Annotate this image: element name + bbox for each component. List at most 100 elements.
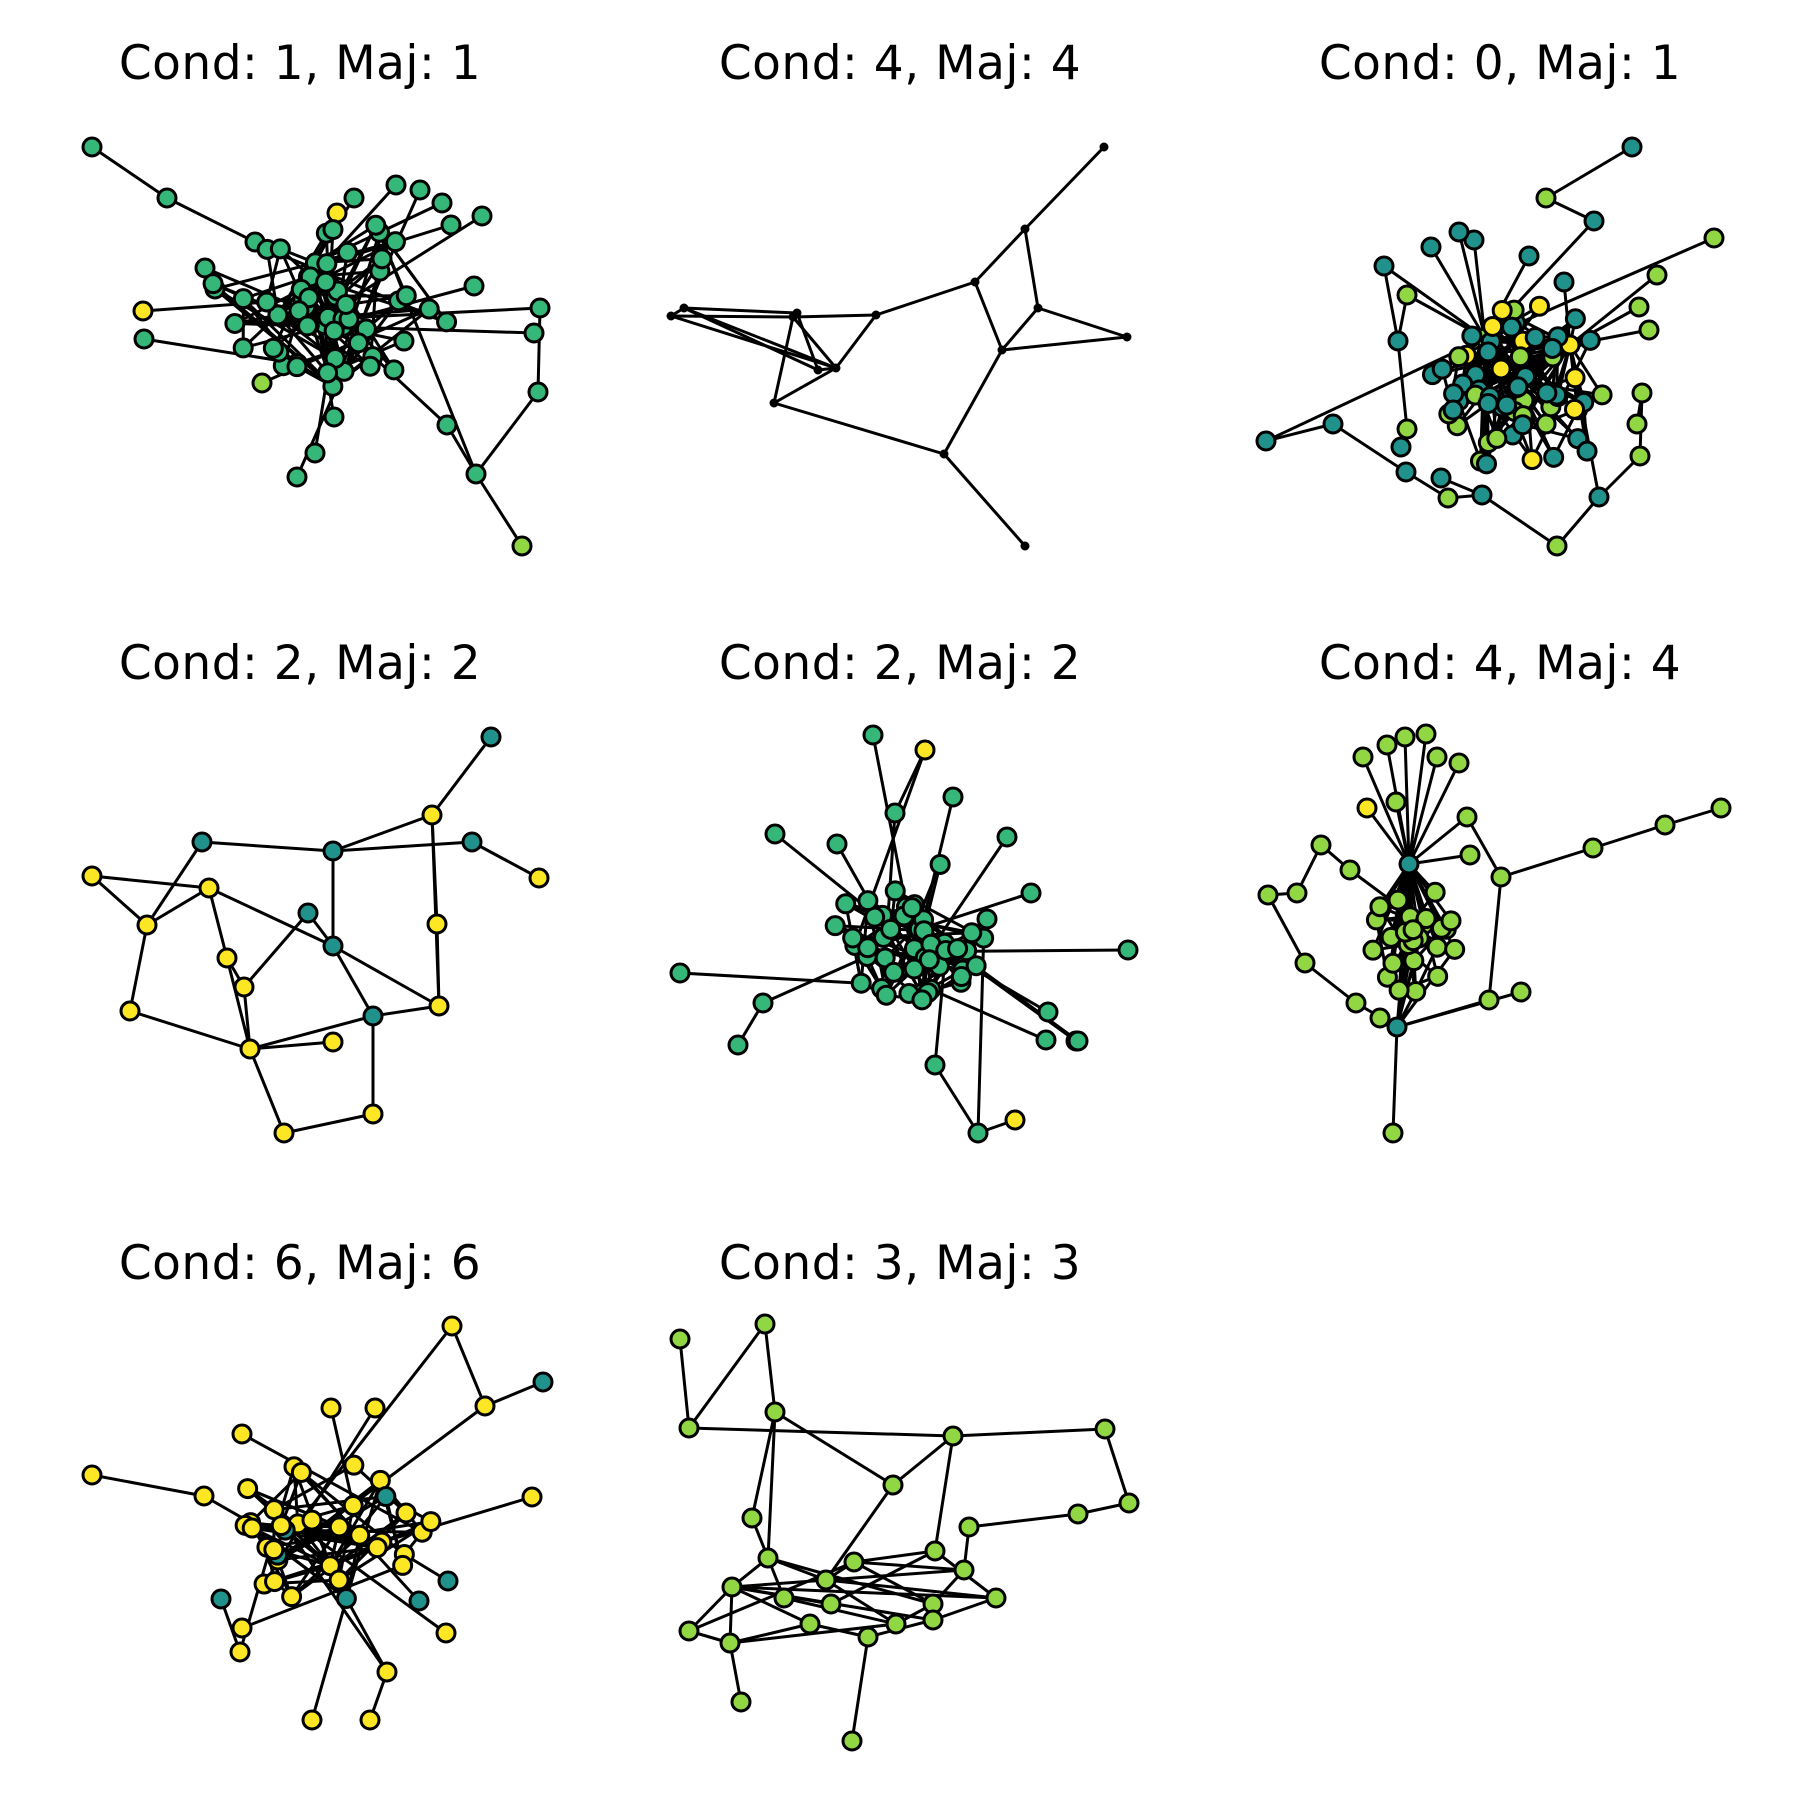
graph-node-yellow <box>392 1554 414 1576</box>
graph-node-yellow <box>1482 315 1504 337</box>
panel-title: Cond: 2, Maj: 2 <box>118 636 482 691</box>
graph-node-teal <box>1507 376 1529 398</box>
edge-layer <box>669 145 1129 548</box>
graph-edge <box>973 227 1027 284</box>
graph-node-green <box>81 136 103 158</box>
graph-edge <box>763 1322 777 1414</box>
graph-edge <box>1407 732 1428 866</box>
graph-node-lime <box>730 1691 752 1713</box>
graph-edge <box>730 1585 812 1626</box>
graph-node-lime <box>1310 834 1332 856</box>
graph-node-lime <box>1486 427 1508 449</box>
graph-edge <box>248 1040 335 1051</box>
graph-edge <box>450 1324 487 1408</box>
network-graph <box>1257 723 1732 1144</box>
graph-edge <box>929 987 1048 1042</box>
graph-node-yellow <box>320 1397 342 1419</box>
graph-node-yellow <box>136 914 158 936</box>
graph-node-teal <box>1477 341 1499 363</box>
graph-edge <box>1544 145 1634 200</box>
graph-node-yellow <box>1004 1109 1026 1131</box>
graph-node-yellow <box>231 1423 253 1445</box>
graph-node-teal <box>322 840 344 862</box>
graph-node-yellow <box>328 1516 350 1538</box>
graph-node-lime <box>1440 910 1462 932</box>
graph-edge <box>730 1568 966 1589</box>
graph-node-point <box>769 398 779 408</box>
graph-node-lime <box>1388 979 1410 1001</box>
graph-edge <box>1465 815 1503 879</box>
graph-node-yellow <box>237 1478 259 1500</box>
graph-node-point <box>997 345 1007 355</box>
graph-node-yellow <box>301 1709 323 1731</box>
graph-node-green <box>384 231 406 253</box>
graph-edge <box>1407 761 1461 866</box>
graph-edge <box>931 1596 998 1622</box>
graph-node-teal <box>480 726 502 748</box>
graph-node-yellow <box>364 1397 386 1419</box>
graph-edge <box>1394 800 1411 866</box>
graph-node-teal <box>210 1588 232 1610</box>
graph-edge <box>536 306 542 394</box>
graph-node-point <box>1020 224 1030 234</box>
graph-edge <box>240 1563 405 1630</box>
graph-edge <box>90 145 169 200</box>
graph-node-lime <box>1415 908 1437 930</box>
graph-edge <box>951 1427 1107 1438</box>
graph-edge <box>200 840 335 853</box>
graph-edge <box>942 348 1004 456</box>
graph-node-lime <box>1510 981 1532 1003</box>
graph-node-lime <box>764 1401 786 1423</box>
graph-node-green <box>883 961 905 983</box>
graph-edge <box>1395 947 1457 1029</box>
graph-panel-3: Cond: 0, Maj: 1 <box>1200 0 1800 600</box>
graph-node-green <box>267 304 289 326</box>
graph-node-lime <box>1118 1492 1140 1514</box>
graph-node-lime <box>1626 413 1648 435</box>
graph-node-green <box>156 187 178 209</box>
graph-node-lime <box>1396 284 1418 306</box>
graph-node-lime <box>885 1613 907 1635</box>
graph-node-green <box>371 248 393 270</box>
edge-layer <box>1266 732 1723 1135</box>
graph-node-yellow <box>1528 295 1550 317</box>
graph-edge <box>371 1004 441 1018</box>
network-graph <box>81 136 551 557</box>
graph-node-lime <box>1535 187 1557 209</box>
graph-node-green <box>359 355 381 377</box>
graph-node-green <box>764 823 786 845</box>
graph-node-green <box>202 273 224 295</box>
graph-edge <box>942 452 1027 548</box>
graph-node-lime <box>1424 881 1446 903</box>
graph-node-green <box>842 927 864 949</box>
graph-edge <box>282 1112 375 1135</box>
graph-node-teal <box>1564 308 1586 330</box>
graph-node-green <box>343 187 365 209</box>
graph-node-yellow <box>119 1000 141 1022</box>
graph-edge <box>329 1406 355 1508</box>
graph-edge <box>1395 990 1523 1029</box>
graph-node-lime <box>1369 896 1391 918</box>
graph-node-point <box>1020 541 1030 551</box>
graph-edge <box>1361 755 1411 866</box>
graph-node-lime <box>1067 1503 1089 1525</box>
graph-node-yellow <box>420 1511 442 1533</box>
graph-node-lime <box>1629 445 1651 467</box>
graph-node-lime <box>1437 487 1459 509</box>
graph-node-yellow <box>263 1539 285 1561</box>
graph-node-lime <box>719 1632 741 1654</box>
graph-node-lime <box>1415 723 1437 745</box>
graph-node-green <box>471 205 493 227</box>
graph-edge <box>791 313 878 319</box>
graph-node-lime <box>1546 535 1568 557</box>
graph-node-green <box>857 937 879 959</box>
graph-node-lime <box>1426 936 1448 958</box>
graph-node-yellow <box>264 1571 286 1593</box>
graph-node-green <box>347 332 369 354</box>
graph-edge <box>1000 335 1129 352</box>
graph-node-green <box>436 311 458 333</box>
graph-node-green <box>857 890 879 912</box>
graph-edge <box>248 1047 286 1135</box>
graph-node-lime <box>511 535 533 557</box>
graph-node-yellow <box>441 1315 463 1337</box>
